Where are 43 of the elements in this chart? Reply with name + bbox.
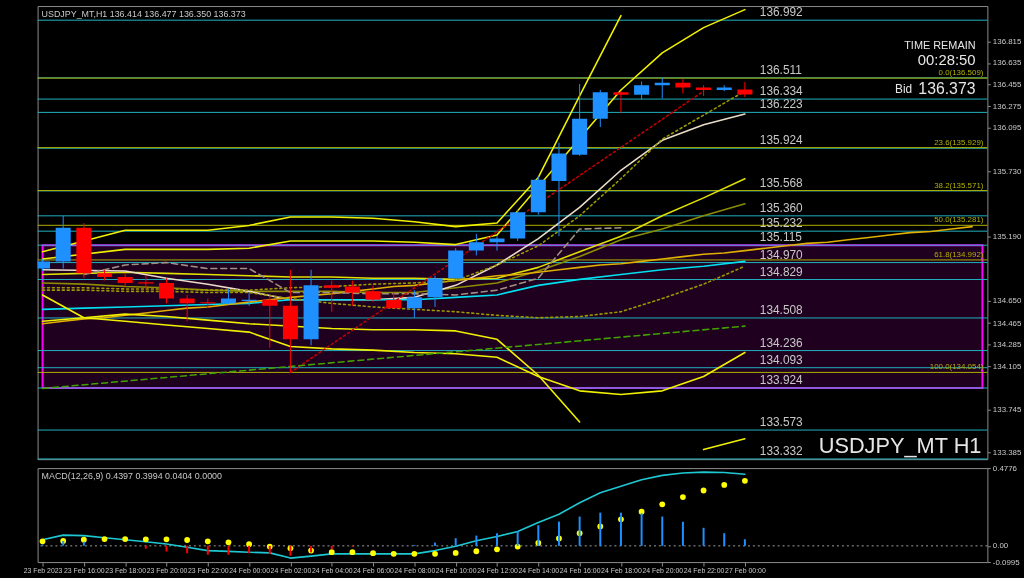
ref-line-label: 134.236 (759, 335, 804, 350)
ref-line-label: 134.970 (759, 247, 804, 262)
annotation: TIME REMAIN (904, 38, 976, 51)
annotation: Bid (895, 82, 913, 97)
ref-line-label: 135.924 (759, 133, 804, 148)
ref-line-label: 135.115 (759, 230, 803, 245)
ref-line-label: 134.508 (759, 303, 804, 318)
ref-line-label: 134.829 (759, 264, 804, 279)
y-tick-label: 136.275 (992, 101, 1023, 111)
y-tick-label: 136.635 (992, 58, 1023, 68)
y-tick-label: 134.650 (992, 296, 1023, 306)
ref-line-label: 136.992 (759, 5, 803, 20)
ref-line-label: 0.0(136.509) (938, 68, 984, 78)
y-tick-label: 0.4776 (992, 463, 1018, 473)
y-tick-label: 136.095 (992, 123, 1023, 133)
y-tick-label: 134.285 (992, 340, 1023, 350)
ref-line-label: 135.360 (759, 200, 804, 215)
ref-line-label: 50.0(135.281) (934, 215, 984, 225)
y-tick-label: 133.385 (992, 448, 1023, 458)
y-tick-label: 134.465 (992, 318, 1023, 328)
y-tick-label: 136.815 (992, 36, 1023, 46)
ref-line-label: 133.573 (759, 415, 804, 430)
ref-line-label: 133.332 (759, 443, 803, 458)
y-tick-label: 135.190 (992, 231, 1023, 241)
y-tick-label: 135.730 (992, 166, 1023, 176)
ref-line-label: 23.6(135.929) (934, 137, 984, 147)
ref-line-label: 38.2(135.571) (934, 180, 984, 190)
annotation: 00:28:50 (917, 52, 976, 69)
ref-line-label: 134.093 (759, 352, 804, 367)
ref-line-label: 135.568 (759, 175, 804, 190)
ref-line-label: 133.924 (759, 373, 804, 388)
ref-line-label: 136.223 (759, 97, 804, 112)
y-tick-label: 134.105 (992, 361, 1023, 371)
y-tick-label: 0.00 (992, 541, 1009, 551)
y-tick-label: -0.0995 (992, 557, 1021, 567)
annotation: USDJPY_MT H1 (818, 433, 982, 459)
annotation: 136.373 (918, 80, 976, 98)
y-tick-label: 133.745 (992, 404, 1023, 414)
ref-line-label: 136.511 (759, 62, 803, 77)
y-tick-label: 136.455 (992, 80, 1023, 90)
chart-title: USDJPY_MT,H1 136.414 136.477 136.350 136.373 (41, 8, 246, 19)
ref-line-label: 136.334 (759, 84, 804, 99)
chart-title: MACD(12,26,9) 0.4397 0.3994 0.0404 0.0000 (41, 470, 223, 481)
